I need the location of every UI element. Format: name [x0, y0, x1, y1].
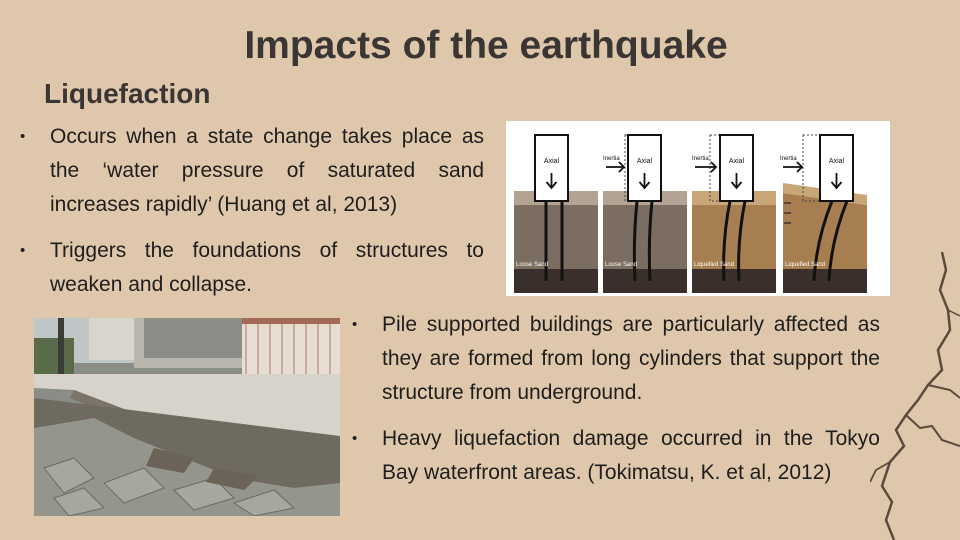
axial-label: Axial	[637, 158, 653, 165]
diagram-panel-liquefied-sand: Axial Inertia Liquefied Sand	[692, 134, 776, 293]
inertia-label: Inertia	[603, 156, 620, 162]
axial-label: Axial	[829, 158, 845, 165]
decorative-crack	[870, 251, 960, 540]
inertia-label: Inertia	[780, 156, 797, 162]
bullet-item: Occurs when a state change takes place a…	[20, 120, 484, 222]
diagram-panel-liquefied-sand-lateral: Axial Inertia Liquefied Sand	[780, 134, 867, 293]
slide-subtitle: Liquefaction	[44, 78, 211, 109]
axial-arrow-icon	[830, 173, 843, 190]
slide-title: Impacts of the earthquake	[244, 24, 728, 67]
axial-arrow-icon	[638, 173, 651, 190]
soil-label: Liquefied Sand	[694, 262, 734, 268]
soil-label: Liquefied Sand	[785, 262, 825, 268]
inertia-arrow-icon	[695, 161, 718, 173]
pile-cap-box	[819, 134, 854, 202]
inertia-label: Inertia	[692, 156, 709, 162]
bullet-item: Triggers the foundations of structures t…	[20, 234, 484, 302]
liquefaction-damage-photo	[34, 318, 340, 517]
pile-cap-box	[719, 134, 754, 202]
liquefaction-pile-diagram: Axial Loose Sand Axial Inertia Loose San…	[506, 121, 890, 296]
pile-cap-box	[627, 134, 662, 202]
soil-label: Loose Sand	[605, 262, 637, 268]
right-bullet-list: Pile supported buildings are particularl…	[352, 308, 880, 490]
diagram-panel-loose-sand: Axial Loose Sand	[514, 134, 598, 293]
bullet-item: Heavy liquefaction damage occurred in th…	[352, 422, 880, 490]
bullet-item: Pile supported buildings are particularl…	[352, 308, 880, 410]
axial-label: Axial	[544, 158, 560, 165]
lateral-spread-arrows-icon	[784, 202, 791, 224]
diagram-panel-loose-sand-inertia: Axial Inertia Loose Sand	[603, 134, 687, 293]
inertia-arrow-icon	[783, 161, 804, 173]
soil-label: Loose Sand	[516, 262, 548, 268]
axial-arrow-icon	[545, 173, 558, 190]
pile-cap-box	[534, 134, 569, 202]
left-bullet-list: Occurs when a state change takes place a…	[20, 120, 484, 302]
axial-arrow-icon	[730, 173, 743, 190]
axial-label: Axial	[729, 158, 745, 165]
inertia-arrow-icon	[606, 161, 626, 173]
